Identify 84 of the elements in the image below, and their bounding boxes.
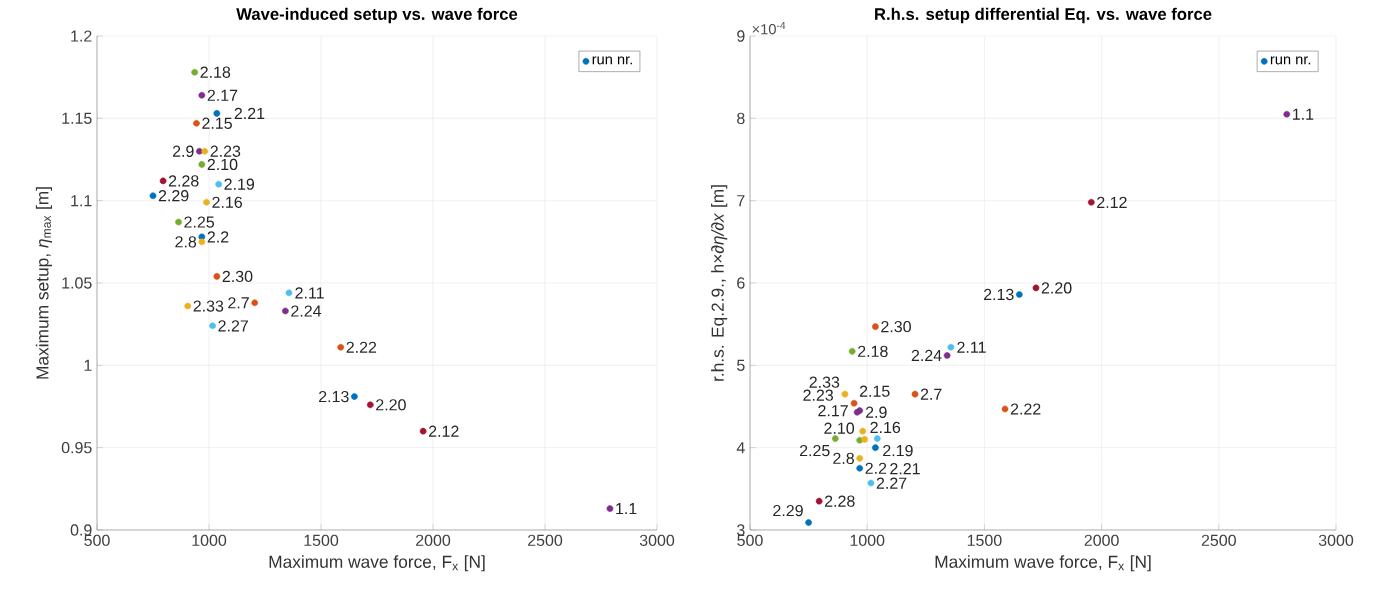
annotation: 2.10 xyxy=(824,422,855,434)
annotation: 2.11 xyxy=(295,287,324,299)
annotation: 2.30 xyxy=(881,320,911,333)
annotation: 2.8 xyxy=(833,452,854,465)
annotation: 2.16 xyxy=(870,421,901,434)
annotation: 2.12 xyxy=(1097,196,1127,208)
annotation: 2.24 xyxy=(291,305,322,317)
annotation: 2.13 xyxy=(319,390,349,403)
x-tick-label: 1000 xyxy=(192,534,227,547)
annotation: 2.27 xyxy=(218,320,248,332)
annotation: 2.24 xyxy=(911,349,942,362)
annotation: 2.9 xyxy=(865,406,887,418)
annotation: 2.23 xyxy=(803,389,834,401)
annotation: 2.2 xyxy=(865,462,887,474)
y-tick-label: 1.1 xyxy=(71,195,92,207)
y-tick-label: 4 xyxy=(736,442,745,454)
annotation: 2.18 xyxy=(200,66,231,78)
annotation: 2.25 xyxy=(184,216,215,228)
x-tick-label: 2000 xyxy=(1084,534,1119,547)
x-tick-label: 2000 xyxy=(416,534,451,547)
annotation: 2.19 xyxy=(224,178,255,190)
y-tick-label: 7 xyxy=(737,195,745,207)
y-tick-label: 9 xyxy=(737,30,745,42)
x-tick-label: 3000 xyxy=(639,534,675,547)
annotation: 2.21 xyxy=(890,463,920,475)
y-tick-label: 8 xyxy=(737,112,745,124)
annotation: 2.7 xyxy=(228,297,249,309)
x-axis-title: Maximum wave force, F$_{x}$ [N] xyxy=(269,555,485,572)
annotation: 2.19 xyxy=(883,444,913,457)
chart-title: Wave-induced setup vs. wave force xyxy=(236,7,518,24)
annotation: 2.29 xyxy=(158,190,189,202)
legend-label: run nr. xyxy=(1270,56,1311,65)
annotation: 2.28 xyxy=(168,175,199,187)
annotation: 2.28 xyxy=(824,495,855,507)
annotation: 2.2 xyxy=(207,231,229,243)
chart-title: R.h.s. setup differential Eq. vs. wave force xyxy=(875,7,1212,24)
annotation: 2.10 xyxy=(207,158,238,171)
y-tick-label: 0.95 xyxy=(61,441,92,454)
annotation: 2.20 xyxy=(1041,282,1072,294)
y-axis-title: Maximum setup, η$_{max}$ [m] xyxy=(35,187,53,379)
annotation: 2.22 xyxy=(346,341,377,353)
annotation: 1.1 xyxy=(616,503,637,515)
annotation: 2.25 xyxy=(799,444,830,457)
annotation: 2.17 xyxy=(207,89,238,101)
y-tick-label: 0.9 xyxy=(70,524,92,536)
x-tick-label: 1500 xyxy=(304,534,339,547)
y-axis-title: r.h.s. Eq.2.9., h×∂η/∂x [m] xyxy=(711,185,728,381)
x-tick-label: 500 xyxy=(84,534,110,547)
y-tick-label: 5 xyxy=(737,359,745,371)
x-tick-label: 500 xyxy=(737,534,763,547)
x-axis-title: Maximum wave force, F$_{x}$ [N] xyxy=(935,555,1151,572)
annotation: 2.7 xyxy=(920,388,942,400)
annotation: 2.33 xyxy=(193,300,224,312)
y-tick-label: 1.2 xyxy=(71,30,92,42)
x-tick-label: 1000 xyxy=(850,534,885,547)
annotation: 2.13 xyxy=(983,288,1014,301)
y-tick-label: 6 xyxy=(737,277,745,289)
annotation: 2.29 xyxy=(773,504,803,517)
annotation: 2.16 xyxy=(212,196,243,208)
annotation: 2.15 xyxy=(859,385,890,397)
annotation: 2.30 xyxy=(222,270,253,283)
x-tick-label: 2500 xyxy=(1201,534,1236,547)
annotation: 2.20 xyxy=(376,399,406,411)
annotation: 2.9 xyxy=(172,145,194,157)
annotation: 2.12 xyxy=(428,425,459,437)
annotation: 2.8 xyxy=(175,236,197,248)
annotation: 1.1 xyxy=(1293,108,1314,120)
y-tick-label: 1.15 xyxy=(62,112,92,124)
annotation: 2.15 xyxy=(202,117,232,129)
annotation: 2.21 xyxy=(234,107,265,119)
y-tick-label: 1 xyxy=(84,359,92,371)
annotation: 2.27 xyxy=(876,477,907,489)
x-tick-label: 2500 xyxy=(528,534,563,547)
x-tick-label: 1500 xyxy=(967,534,1002,547)
text: ×10$^{-4}$ xyxy=(752,21,786,35)
annotation: 2.11 xyxy=(957,341,986,353)
x-tick-label: 3000 xyxy=(1318,534,1354,547)
y-tick-label: 1.05 xyxy=(62,277,92,289)
annotation: 2.17 xyxy=(818,405,848,417)
legend-label: run nr. xyxy=(592,56,632,65)
annotation: 2.22 xyxy=(1010,403,1041,415)
annotation: 2.18 xyxy=(858,345,888,357)
annotation: 2.23 xyxy=(210,145,241,157)
annotation: 2.33 xyxy=(809,376,840,388)
